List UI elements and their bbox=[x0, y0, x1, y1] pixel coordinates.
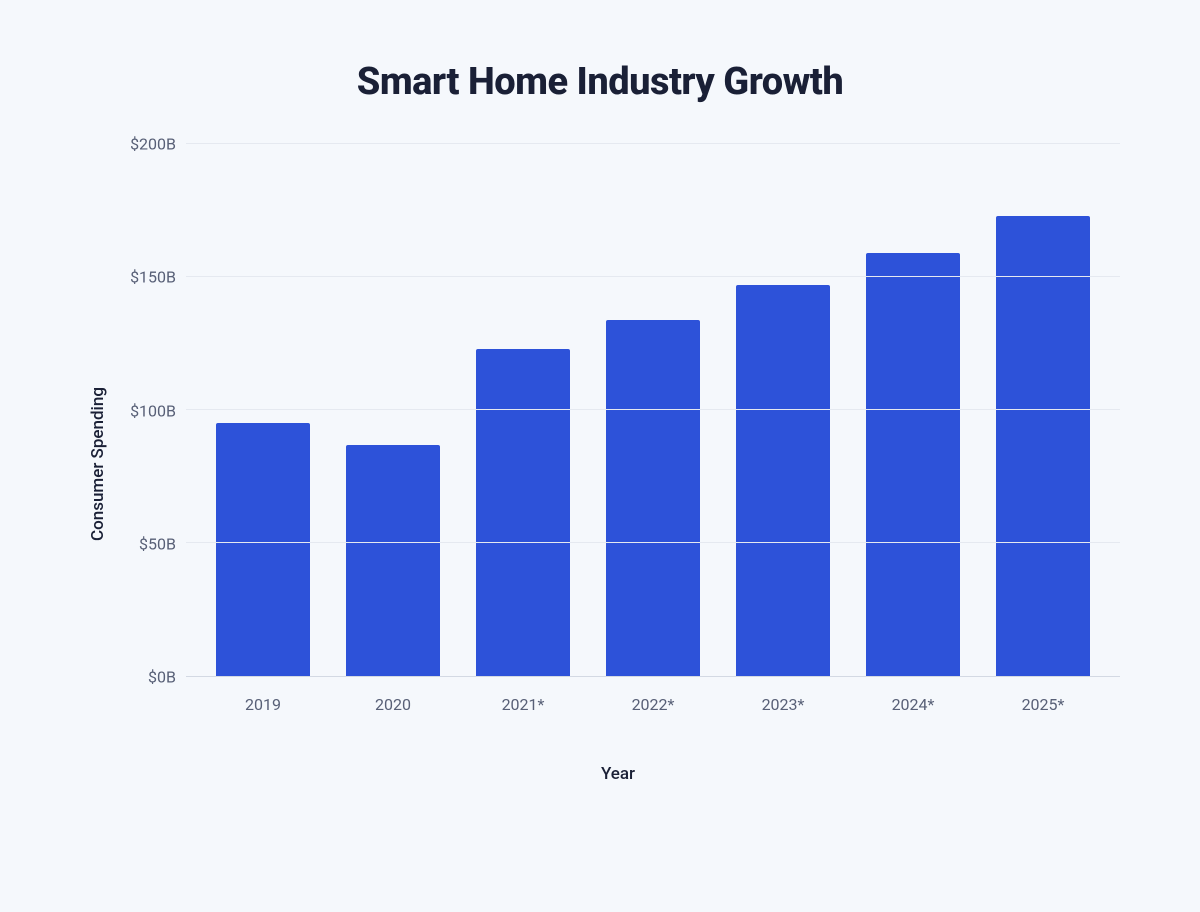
bar-slot bbox=[978, 144, 1108, 676]
x-axis-label: Year bbox=[116, 764, 1120, 784]
x-tick-label: 2023* bbox=[718, 695, 848, 714]
bar bbox=[736, 285, 830, 676]
bar bbox=[996, 216, 1090, 676]
chart-title: Smart Home Industry Growth bbox=[357, 60, 843, 104]
y-tick-label: $0B bbox=[148, 668, 176, 687]
gridline bbox=[186, 276, 1120, 277]
y-axis-label: Consumer Spending bbox=[80, 144, 116, 784]
bar-slot bbox=[328, 144, 458, 676]
plot-area bbox=[186, 144, 1120, 677]
bars-container bbox=[186, 144, 1120, 676]
plot-block: $0B$50B$100B$150B$200B 201920202021*2022… bbox=[116, 144, 1120, 784]
x-tick-label: 2024* bbox=[848, 695, 978, 714]
bar-slot bbox=[458, 144, 588, 676]
y-tick-label: $200B bbox=[130, 135, 176, 154]
x-axis-ticks: 201920202021*2022*2023*2024*2025* bbox=[186, 695, 1120, 714]
bar-slot bbox=[198, 144, 328, 676]
x-tick-label: 2022* bbox=[588, 695, 718, 714]
bar bbox=[216, 423, 310, 676]
bar bbox=[866, 253, 960, 676]
x-tick-label: 2025* bbox=[978, 695, 1108, 714]
gridline bbox=[186, 409, 1120, 410]
bar bbox=[606, 320, 700, 676]
gridline bbox=[186, 542, 1120, 543]
bar-slot bbox=[718, 144, 848, 676]
chart-container: Consumer Spending $0B$50B$100B$150B$200B… bbox=[80, 144, 1120, 784]
y-tick-label: $50B bbox=[139, 534, 176, 553]
y-tick-label: $100B bbox=[130, 401, 176, 420]
bar bbox=[476, 349, 570, 676]
bar-slot bbox=[848, 144, 978, 676]
gridline bbox=[186, 143, 1120, 144]
y-tick-label: $150B bbox=[130, 268, 176, 287]
x-tick-label: 2020 bbox=[328, 695, 458, 714]
bar-slot bbox=[588, 144, 718, 676]
y-axis-ticks: $0B$50B$100B$150B$200B bbox=[116, 144, 186, 677]
bar bbox=[346, 445, 440, 676]
x-tick-label: 2019 bbox=[198, 695, 328, 714]
x-tick-label: 2021* bbox=[458, 695, 588, 714]
